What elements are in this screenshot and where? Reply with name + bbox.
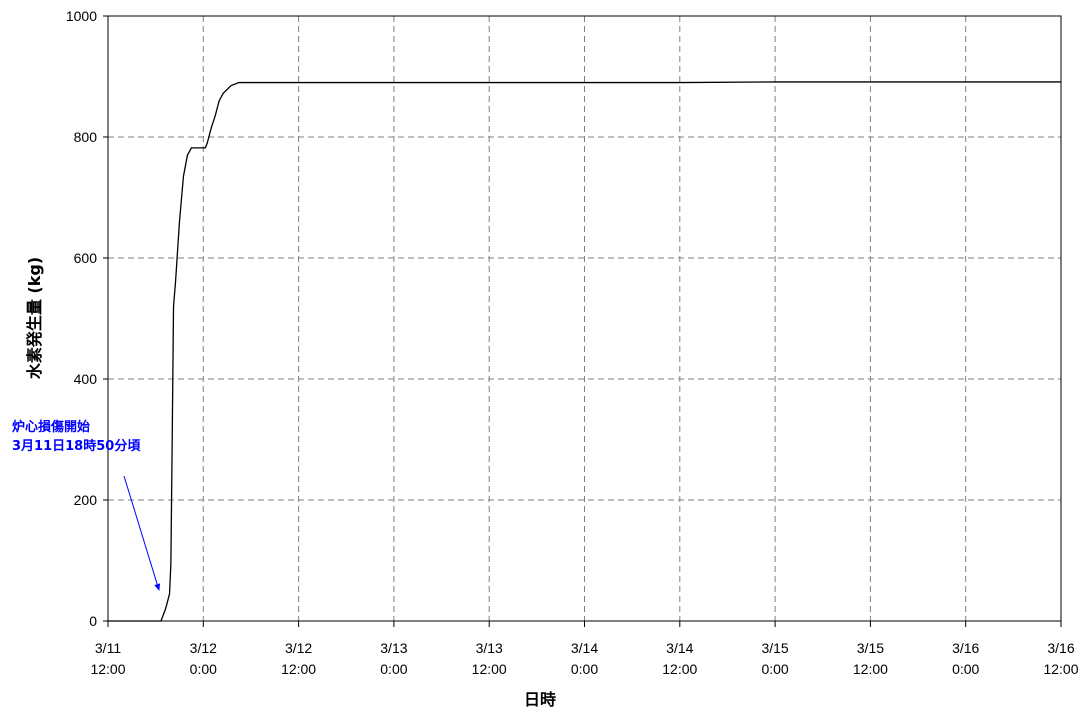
x-tick-label-time: 0:00: [380, 661, 407, 677]
y-tick-label: 600: [74, 250, 98, 266]
x-tick-label-time: 0:00: [190, 661, 217, 677]
x-tick-label-time: 0:00: [761, 661, 788, 677]
y-tick-label: 1000: [66, 8, 97, 24]
x-tick-label-time: 12:00: [90, 661, 125, 677]
x-tick-label-date: 3/16: [952, 640, 979, 656]
x-tick-label-date: 3/12: [190, 640, 217, 656]
x-axis-ticks: 3/11 12:00 3/12 0:00 3/12 12:00 3/13 0:00 3/13 12…: [90, 621, 1079, 677]
x-tick-label-time: 12:00: [1043, 661, 1078, 677]
y-tick-label: 800: [74, 129, 98, 145]
x-tick-label-date: 3/13: [476, 640, 503, 656]
annotation-line-1: 炉心損傷開始: [12, 419, 90, 435]
x-axis-title: 日時: [524, 690, 556, 709]
y-axis-ticks: 0 200 400 600 800 1000: [66, 8, 108, 629]
x-tick-label-date: 3/12: [285, 640, 312, 656]
x-tick-label-date: 3/14: [571, 640, 598, 656]
x-tick-label-date: 3/13: [380, 640, 407, 656]
x-tick-label-date: 3/11: [95, 640, 121, 656]
y-tick-label: 400: [74, 371, 98, 387]
x-tick-label-date: 3/15: [857, 640, 884, 656]
y-tick-label: 0: [89, 613, 97, 629]
x-tick-label-time: 12:00: [472, 661, 507, 677]
x-tick-label-time: 12:00: [662, 661, 697, 677]
x-tick-label-time: 12:00: [853, 661, 888, 677]
y-axis-title: 水素発生量 (kg): [25, 257, 44, 379]
hydrogen-series-line: [108, 81, 1061, 622]
x-tick-label-time: 0:00: [952, 661, 979, 677]
y-tick-label: 200: [74, 492, 98, 508]
x-tick-label-date: 3/14: [666, 640, 693, 656]
x-tick-label-time: 0:00: [571, 661, 598, 677]
x-tick-label-date: 3/15: [761, 640, 788, 656]
annotation-line-2: 3月11日18時50分頃: [12, 438, 141, 454]
core-damage-annotation: 炉心損傷開始 3月11日18時50分頃: [12, 419, 161, 591]
x-tick-label-time: 12:00: [281, 661, 316, 677]
x-tick-label-date: 3/16: [1047, 640, 1074, 656]
annotation-arrow-head: [154, 583, 161, 591]
annotation-arrow: [123, 475, 158, 585]
gridlines: [108, 16, 1061, 621]
